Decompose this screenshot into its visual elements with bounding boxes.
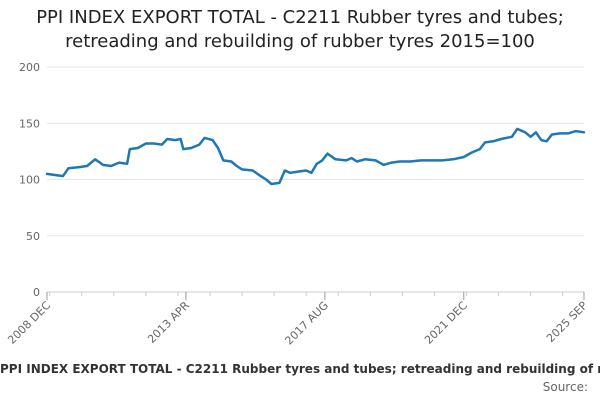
x-tick-label: 2025 SEP — [544, 299, 590, 345]
x-tick-label: 2021 DEC — [422, 299, 470, 347]
series-line — [45, 127, 586, 186]
y-tick-label: 150 — [19, 117, 40, 130]
y-tick-label: 0 — [33, 286, 40, 299]
chart-title-line-1: PPI INDEX EXPORT TOTAL - C2211 Rubber ty… — [36, 7, 564, 28]
chart-legend[interactable]: PPI INDEX EXPORT TOTAL - C2211 Rubber ty… — [0, 362, 600, 376]
legend-entry-label: PPI INDEX EXPORT TOTAL - C2211 Rubber ty… — [0, 362, 600, 376]
source-label: Source: — [542, 380, 588, 394]
chart-title: PPI INDEX EXPORT TOTAL - C2211 Rubber ty… — [0, 6, 600, 54]
y-tick-label: 200 — [19, 61, 40, 74]
x-tick-label: 2013 APR — [145, 299, 192, 346]
y-tick-label: 100 — [19, 174, 40, 187]
x-tick-label: 2008 DEC — [5, 299, 53, 347]
y-tick-label: 50 — [26, 230, 40, 243]
x-tick-label: 2017 AUG — [282, 299, 331, 348]
chart-title-line-2: retreading and rebuilding of rubber tyre… — [65, 31, 535, 52]
